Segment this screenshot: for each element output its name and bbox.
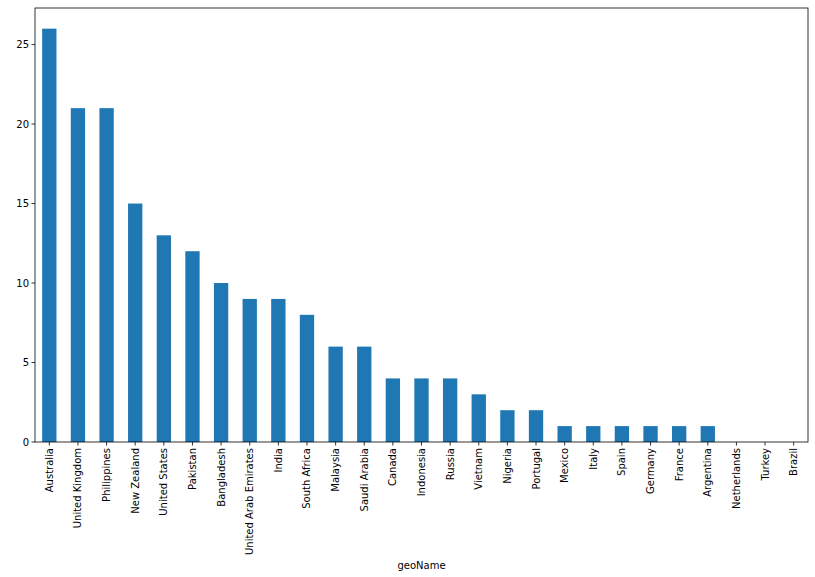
bar (300, 315, 314, 442)
bar (42, 29, 56, 442)
bar (214, 283, 228, 442)
x-tick-label: Indonesia (416, 448, 427, 496)
axes-frame (35, 8, 808, 442)
y-tick-label: 0 (23, 437, 29, 448)
x-tick (736, 442, 737, 446)
x-tick (106, 442, 107, 446)
x-tick-label: United Kingdom (72, 448, 83, 528)
x-tick (421, 442, 422, 446)
y-tick (32, 283, 36, 284)
x-tick (163, 442, 164, 446)
y-tick (32, 44, 36, 45)
bar (128, 204, 142, 442)
x-tick-label: New Zealand (130, 448, 141, 514)
bar (271, 299, 285, 442)
x-tick (135, 442, 136, 446)
x-tick-label: France (674, 448, 685, 481)
bar (672, 426, 686, 442)
x-tick-label: Saudi Arabia (359, 448, 370, 511)
x-tick (49, 442, 50, 446)
y-tick (32, 203, 36, 204)
bar (185, 251, 199, 442)
x-tick-label: Portugal (531, 448, 542, 489)
x-tick (507, 442, 508, 446)
bar (643, 426, 657, 442)
bar (243, 299, 257, 442)
bar (615, 426, 629, 442)
bar (357, 347, 371, 442)
x-tick (77, 442, 78, 446)
x-tick (679, 442, 680, 446)
y-tick-label: 15 (16, 198, 29, 209)
bar (443, 378, 457, 442)
x-tick-label: United Arab Emirates (244, 448, 255, 555)
x-tick-label: United States (158, 448, 169, 516)
bar (586, 426, 600, 442)
x-tick (707, 442, 708, 446)
y-tick-label: 20 (16, 119, 29, 130)
x-tick-label: Bangladesh (216, 448, 227, 507)
y-tick-label: 5 (23, 357, 29, 368)
bar (701, 426, 715, 442)
x-tick (278, 442, 279, 446)
x-tick-label: Russia (445, 448, 456, 480)
x-tick (621, 442, 622, 446)
bars (42, 29, 715, 442)
x-tick (478, 442, 479, 446)
bar (99, 108, 113, 442)
x-tick-label: Italy (588, 448, 599, 470)
x-tick (536, 442, 537, 446)
x-tick (765, 442, 766, 446)
y-tick (32, 442, 36, 443)
x-tick (335, 442, 336, 446)
x-tick (392, 442, 393, 446)
x-tick (593, 442, 594, 446)
x-tick-label: India (273, 448, 284, 473)
x-tick-label: Malaysia (330, 448, 341, 492)
x-tick-label: Turkey (760, 448, 771, 482)
background (0, 0, 815, 577)
bar (472, 394, 486, 442)
bar (500, 410, 514, 442)
bar (414, 378, 428, 442)
x-tick-label: South Africa (301, 448, 312, 509)
x-tick-label: Canada (387, 448, 398, 486)
x-tick-label: Argentina (702, 448, 713, 497)
bar (157, 235, 171, 442)
y-tick-label: 25 (16, 39, 29, 50)
x-tick (221, 442, 222, 446)
x-tick-label: Vietnam (473, 448, 484, 490)
bar (71, 108, 85, 442)
x-tick-label: Brazil (788, 448, 799, 476)
x-tick (650, 442, 651, 446)
bar (529, 410, 543, 442)
x-tick (450, 442, 451, 446)
x-tick (364, 442, 365, 446)
x-tick-label: Philippines (101, 448, 112, 502)
x-tick (564, 442, 565, 446)
x-tick-label: Pakistan (187, 448, 198, 490)
x-tick-label: Nigeria (502, 448, 513, 484)
bar (386, 378, 400, 442)
y-tick-label: 10 (16, 278, 29, 289)
x-tick-label: Mexico (559, 448, 570, 483)
x-tick-label: Netherlands (731, 448, 742, 509)
y-tick (32, 362, 36, 363)
x-tick-label: Germany (645, 448, 656, 494)
y-tick (32, 124, 36, 125)
x-tick (306, 442, 307, 446)
x-tick-label: Spain (616, 448, 627, 476)
bar (557, 426, 571, 442)
x-tick (192, 442, 193, 446)
x-axis-label: geoName (397, 560, 445, 571)
bar (328, 347, 342, 442)
x-tick-label: Australia (44, 448, 55, 492)
x-tick (793, 442, 794, 446)
chart: 0 5 10 15 20 25 Australia United Kingdom Philipp… (0, 0, 815, 577)
x-tick (249, 442, 250, 446)
